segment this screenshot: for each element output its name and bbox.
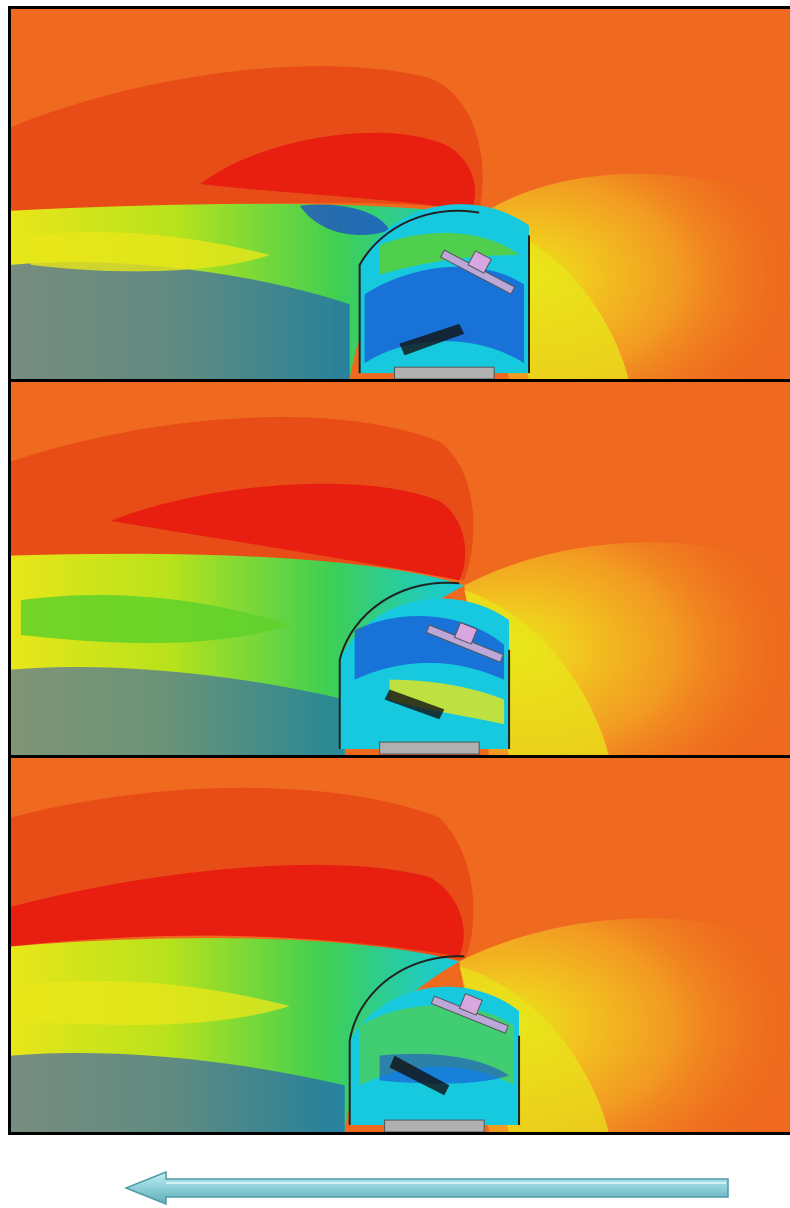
contour-plot-1 <box>11 9 790 379</box>
contour-plot-2 <box>11 382 790 755</box>
telescope-icon <box>430 992 509 1034</box>
contour-plot-3 <box>11 758 790 1132</box>
cfd-contour-panel-1 <box>8 6 790 382</box>
cfd-contour-panel-2 <box>8 382 790 758</box>
flow-direction-arrow-icon <box>123 1170 729 1206</box>
telescope-icon <box>425 621 504 663</box>
telescope-icon <box>439 249 516 295</box>
cfd-contour-panel-3 <box>8 758 790 1135</box>
